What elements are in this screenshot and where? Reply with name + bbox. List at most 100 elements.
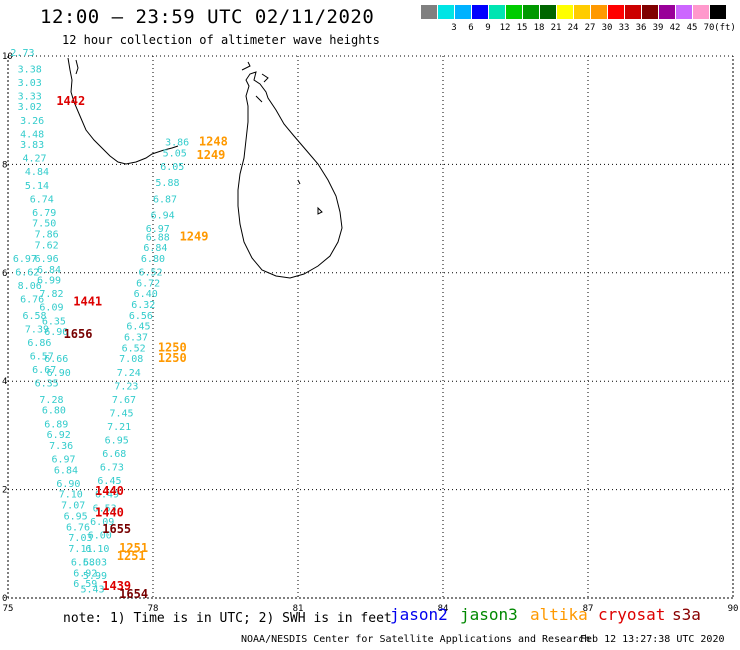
legend-label: 36	[635, 23, 647, 33]
wave-height-label: 6.80	[42, 406, 66, 417]
satellite-jason2: jason2	[390, 605, 448, 624]
x-tick-label: 84	[438, 604, 449, 614]
pass-time-label: 1441	[73, 294, 102, 308]
pass-time-label: 1442	[56, 94, 85, 108]
wave-height-label: 7.24	[117, 368, 141, 379]
credit-line: NOAA/NESDIS Center for Satellite Applica…	[241, 634, 591, 645]
wave-height-label: 6.87	[153, 194, 177, 205]
wave-height-label: 4.27	[23, 154, 47, 165]
wave-height-label: 6.95	[64, 511, 88, 522]
wave-height-label: 3.83	[20, 140, 44, 151]
wave-height-label: 6.62	[15, 268, 39, 279]
pass-time-label: 1249	[180, 229, 209, 243]
pass-time-label: 1251	[117, 549, 146, 563]
wave-height-label: 6.67	[32, 365, 56, 376]
wave-height-label: 7.23	[114, 381, 138, 392]
legend-label: 27	[584, 23, 596, 33]
legend-swatch	[693, 5, 709, 19]
legend-swatch	[710, 5, 726, 19]
wave-height-label: 6.66	[44, 354, 68, 365]
wave-height-label: 7.21	[107, 422, 131, 433]
lat-lon-grid	[7, 55, 734, 599]
india-coastline	[67, 57, 179, 165]
wave-height-label: 6.45	[97, 476, 121, 487]
wave-height-label: 6.90	[56, 479, 80, 490]
axis-tick-labels: 75 78 81 84 87 90 0 2 4 6 8 10	[2, 52, 738, 614]
legend-swatch	[625, 5, 641, 19]
wave-height-label: 6.97	[146, 224, 170, 235]
wave-height-label: 6.59	[73, 579, 97, 590]
wave-height-label: 3.33	[18, 91, 42, 102]
pass-time-label: 1440	[95, 484, 124, 498]
wave-height-label: 7.10	[59, 490, 83, 501]
legend-swatch	[574, 5, 590, 19]
wave-height-label: 4.48	[20, 129, 44, 140]
legend-label: 15	[516, 23, 528, 33]
legend-swatch	[523, 5, 539, 19]
islet	[317, 206, 323, 215]
wave-height-label: 6.84	[143, 243, 167, 254]
wave-height-label: 6.40	[134, 289, 158, 300]
wave-height-label: 7.82	[39, 289, 63, 300]
wave-height-label: 6.72	[136, 278, 160, 289]
wave-height-label: 6.45	[126, 322, 150, 333]
wave-height-label: 6.99	[37, 276, 61, 287]
x-tick-label: 81	[293, 604, 304, 614]
wave-height-label: 6.92	[47, 430, 71, 441]
wave-height-label: 7.07	[61, 501, 85, 512]
wave-height-label: 7.86	[35, 230, 59, 241]
pass-time-label: 1248	[199, 134, 228, 148]
wave-height-label: 6.35	[42, 316, 66, 327]
wave-height-label: 6.57	[30, 352, 54, 363]
legend-label: 6	[468, 23, 474, 33]
wave-height-label: 6.05	[160, 162, 184, 173]
wave-height-label: 7.62	[35, 240, 59, 251]
wave-height-label: 6.89	[44, 419, 68, 430]
satellite-jason3: jason3	[460, 605, 518, 624]
wave-height-label: 6.52	[122, 343, 146, 354]
wave-height-label: 6.94	[151, 211, 175, 222]
y-tick-label: 10	[2, 52, 13, 62]
legend-swatch	[455, 5, 471, 19]
legend-label: 45	[686, 23, 698, 33]
footnote: note: 1) Time is in UTC; 2) SWH is in fe…	[63, 611, 392, 626]
wave-height-label: 7.03	[68, 533, 92, 544]
wave-height-label: 6.86	[27, 338, 51, 349]
y-tick-label: 0	[2, 594, 7, 604]
wave-height-label: 6.35	[35, 379, 59, 390]
satellite-altika: altika	[530, 605, 588, 624]
legend-label: 18	[533, 23, 545, 33]
wave-height-label: 3.38	[18, 64, 42, 75]
legend-unit: (ft)	[714, 23, 736, 33]
x-tick-label: 78	[148, 604, 159, 614]
wave-height-label: 3.26	[20, 116, 44, 127]
wave-height-label: 6.79	[32, 208, 56, 219]
legend-swatch	[642, 5, 658, 19]
generated-timestamp: Feb 12 13:27:38 UTC 2020	[580, 634, 725, 645]
wave-height-label: 6.53	[93, 503, 117, 514]
legend-swatch	[472, 5, 488, 19]
islet	[297, 179, 301, 185]
x-tick-label: 75	[3, 604, 14, 614]
legend-swatch	[421, 5, 437, 19]
pass-time-label: 1655	[102, 522, 131, 536]
y-tick-label: 4	[2, 377, 7, 387]
wave-height-label: 6.58	[23, 311, 47, 322]
wave-height-label: 6.80	[141, 254, 165, 265]
wave-height-label: 6.10	[85, 544, 109, 555]
wave-height-label: 5.88	[155, 178, 179, 189]
india-coast-north	[75, 59, 79, 75]
wave-height-label: 6.97	[13, 254, 37, 265]
legend-label: 12	[499, 23, 511, 33]
wave-height-label: 7.08	[119, 354, 143, 365]
legend-swatch	[608, 5, 624, 19]
wave-height-label: 6.90	[44, 327, 68, 338]
legend-swatch	[540, 5, 556, 19]
pass-time-label: 1250	[158, 340, 187, 354]
wave-height-label: 6.88	[146, 232, 170, 243]
wave-height-label: 2.73	[10, 48, 34, 59]
wave-height-label: 5.99	[83, 571, 107, 582]
wave-height-label: 7.11	[68, 544, 92, 555]
legend-swatch	[591, 5, 607, 19]
